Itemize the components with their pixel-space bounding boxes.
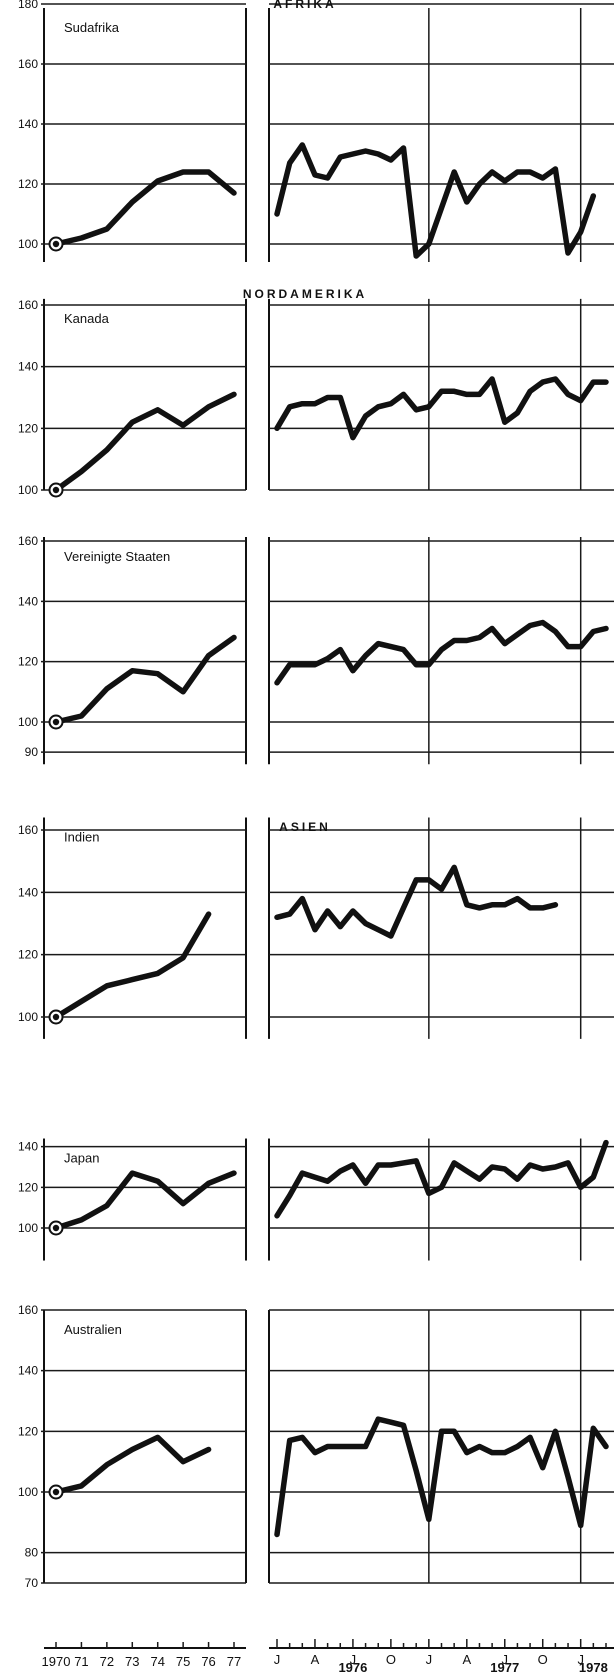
monthly-x-tick-label: O (538, 1652, 548, 1667)
y-tick-label: 100 (18, 483, 38, 497)
y-tick-label: 120 (18, 177, 38, 191)
country-label: Japan (64, 1151, 99, 1166)
country-label: Sudafrika (64, 20, 120, 35)
y-tick-label: 160 (18, 534, 38, 548)
y-tick-label: 120 (18, 421, 38, 435)
y-tick-label: 100 (18, 1221, 38, 1235)
monthly-x-tick-label: J (502, 1652, 509, 1667)
y-tick-label: 100 (18, 237, 38, 251)
country-label: Australien (64, 1322, 122, 1337)
y-tick-label: 140 (18, 885, 38, 899)
y-tick-label: 120 (18, 1180, 38, 1194)
y-tick-label: 160 (18, 1303, 38, 1317)
monthly-index-line (274, 619, 609, 686)
y-tick-label: 180 (18, 0, 38, 11)
y-tick-label: 140 (18, 1364, 38, 1378)
base-year-marker-dot (52, 1224, 60, 1232)
y-tick-label: 90 (25, 745, 39, 759)
y-tick-label: 100 (18, 715, 38, 729)
monthly-index-line (274, 376, 609, 441)
country-label: Vereinigte Staaten (64, 549, 170, 564)
base-year-marker-dot (52, 240, 60, 248)
monthly-x-tick-label: J (577, 1652, 584, 1667)
year-label: 1977 (490, 1660, 519, 1673)
y-tick-label: 120 (18, 655, 38, 669)
year-label: 1978 (579, 1660, 608, 1673)
y-tick-label: 160 (18, 298, 38, 312)
monthly-index-line (274, 1416, 609, 1538)
annual-x-tick-label: 73 (125, 1654, 139, 1669)
panel-japan: 100 120 140 Japan (18, 1138, 614, 1261)
y-tick-label: 100 (18, 1010, 38, 1024)
y-tick-label: 140 (18, 1140, 38, 1154)
region-label: NORDAMERIKA (243, 287, 367, 301)
monthly-index-line (274, 864, 559, 939)
panel-indien: 100 120 140 160 Indien (18, 817, 614, 1039)
monthly-index-line (274, 1139, 609, 1219)
annual-x-tick-label: 71 (74, 1654, 88, 1669)
annual-x-tick-label: 74 (150, 1654, 164, 1669)
y-tick-label: 120 (18, 948, 38, 962)
region-label: ASIEN (279, 820, 331, 834)
monthly-x-tick-label: A (311, 1652, 320, 1667)
y-tick-label: 70 (25, 1576, 39, 1590)
y-tick-label: 140 (18, 117, 38, 131)
monthly-x-tick-label: J (350, 1652, 357, 1667)
annual-index-line (53, 911, 212, 1020)
base-year-marker-dot (52, 1013, 60, 1021)
y-tick-label: 140 (18, 594, 38, 608)
panel-kanada: 100 120 140 160 Kanada (18, 298, 614, 498)
annual-x-tick-label: 1970 (42, 1654, 71, 1669)
annual-x-tick-label: 72 (100, 1654, 114, 1669)
annual-x-tick-label: 77 (227, 1654, 241, 1669)
y-tick-label: 100 (18, 1485, 38, 1499)
panel-vereinigte-staaten: 90 100 120 140 160 Vereinigte Staaten (18, 534, 614, 765)
annual-index-line (53, 1170, 237, 1231)
year-label: 1976 (338, 1660, 367, 1673)
y-tick-label: 80 (25, 1546, 39, 1560)
panel-sudafrika: 100 120 140 160 180 Sudafrika (18, 0, 614, 262)
base-year-marker-dot (52, 718, 60, 726)
base-year-marker-dot (52, 486, 60, 494)
monthly-index-line (274, 142, 597, 259)
monthly-x-tick-label: J (274, 1652, 281, 1667)
y-tick-label: 160 (18, 823, 38, 837)
annual-x-tick-label: 76 (201, 1654, 215, 1669)
monthly-x-tick-label: J (426, 1652, 433, 1667)
country-label: Kanada (64, 311, 110, 326)
annual-x-tick-label: 75 (176, 1654, 190, 1669)
annual-index-line (53, 1434, 212, 1495)
y-tick-label: 160 (18, 57, 38, 71)
annual-index-line (53, 391, 237, 493)
monthly-x-tick-label: A (462, 1652, 471, 1667)
y-tick-label: 120 (18, 1424, 38, 1438)
monthly-x-tick-label: O (386, 1652, 396, 1667)
annual-index-line (53, 634, 237, 725)
y-tick-label: 140 (18, 360, 38, 374)
annual-index-line (53, 169, 237, 247)
country-label: Indien (64, 830, 99, 845)
panel-australien: 70 80 100 120 140 160 Australien (18, 1303, 614, 1590)
region-label: AFRIKA (273, 0, 336, 11)
base-year-marker-dot (52, 1488, 60, 1496)
